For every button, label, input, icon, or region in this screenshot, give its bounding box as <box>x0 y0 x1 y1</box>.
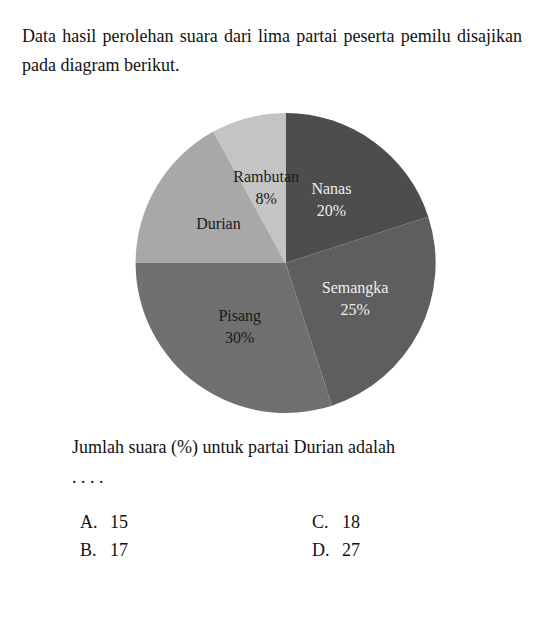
svg-text:20%: 20% <box>317 202 346 219</box>
html-text:15: 15 <box>110 512 128 532</box>
html-text:Data hasil perolehan suara dar: Data hasil perolehan suara dari lima par… <box>22 26 522 75</box>
svg-text:25%: 25% <box>340 301 369 318</box>
svg-text:Durian: Durian <box>196 215 240 232</box>
svg-text:8%: 8% <box>256 190 277 207</box>
html-text:Jumlah suara (%) untuk partai: Jumlah suara (%) untuk partai Durian ada… <box>72 437 395 457</box>
html-text:27: 27 <box>342 540 360 560</box>
html-text:18: 18 <box>342 512 360 532</box>
svg-text:Rambutan: Rambutan <box>233 168 299 185</box>
svg-text:Nanas: Nanas <box>311 180 351 197</box>
html-text:17: 17 <box>110 540 128 560</box>
svg-text:30%: 30% <box>225 329 254 346</box>
html-text:D.: D. <box>312 540 330 560</box>
html-text:A.: A. <box>80 512 98 532</box>
html-text:C.: C. <box>312 512 329 532</box>
svg-text:Semangka: Semangka <box>322 279 389 297</box>
html-text:B.: B. <box>80 540 97 560</box>
svg-text:Pisang: Pisang <box>218 307 261 325</box>
